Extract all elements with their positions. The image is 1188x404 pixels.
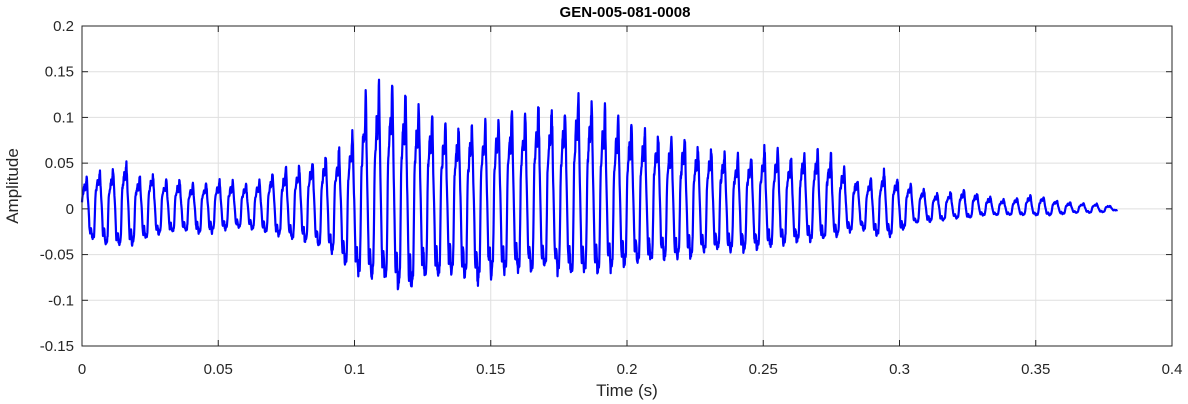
x-tick-label: 0 [78,361,86,378]
x-tick-label: 0.35 [1021,361,1050,378]
x-tick-label: 0.1 [344,361,365,378]
x-tick-label: 0.3 [889,361,910,378]
y-tick-label: 0.1 [53,109,74,126]
x-tick-label: 0.2 [617,361,638,378]
x-axis-label: Time (s) [596,381,658,400]
ticks [81,25,1173,347]
y-tick-label: -0.1 [48,292,74,309]
y-tick-label: -0.15 [40,338,74,355]
series-layer [80,78,1119,291]
y-tick-label: 0.15 [45,64,74,81]
y-tick-label: 0.2 [53,18,74,35]
x-tick-label: 0.05 [204,361,233,378]
y-tick-labels: -0.15 -0.1 -0.05 0 0.05 0.1 0.15 0.2 [40,18,74,355]
y-tick-label: 0.05 [45,155,74,172]
chart-title: GEN-005-081-0008 [560,4,691,21]
x-tick-labels: 0 0.05 0.1 0.15 0.2 0.25 0.3 0.35 0.4 [78,361,1183,378]
y-tick-label: -0.05 [40,247,74,264]
x-tick-label: 0.4 [1162,361,1183,378]
y-tick-label: 0 [66,201,74,218]
x-tick-label: 0.15 [476,361,505,378]
waveform-line [80,78,1119,291]
x-tick-label: 0.25 [749,361,778,378]
y-axis-label: Amplitude [3,148,22,224]
